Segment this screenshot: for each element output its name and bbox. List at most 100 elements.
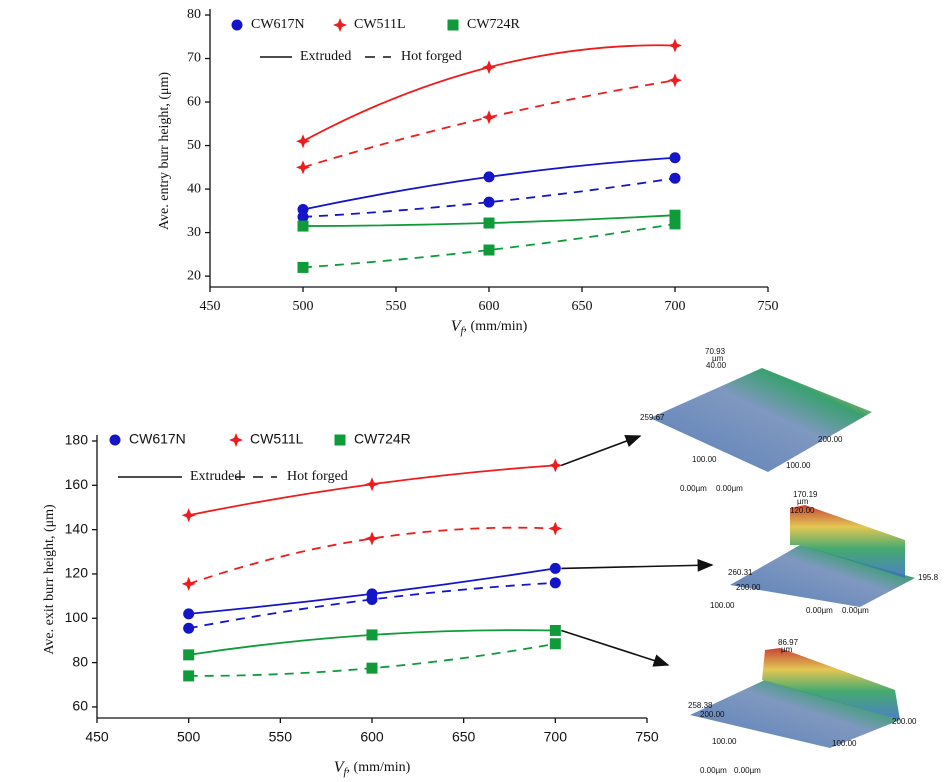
marker xyxy=(484,218,495,229)
inset-label: 0.00µm xyxy=(700,766,727,775)
y-tick-label: 80 xyxy=(72,653,88,669)
marker xyxy=(484,171,495,182)
marker xyxy=(668,73,682,87)
marker xyxy=(183,649,194,660)
inset-label: 0.00µm xyxy=(680,484,707,493)
inset-label: 200.00 xyxy=(818,435,843,444)
legend-marker xyxy=(448,20,459,31)
inset-label: 0.00µm xyxy=(734,766,761,775)
inset-label: 260.31 xyxy=(728,568,753,577)
marker xyxy=(365,532,379,546)
inset-label: 195.8 xyxy=(918,573,939,582)
y-tick-label: 180 xyxy=(65,432,89,448)
marker xyxy=(668,38,682,52)
y-tick-label: 160 xyxy=(65,476,89,492)
marker xyxy=(296,134,310,148)
marker xyxy=(484,245,495,256)
y-tick-label: 50 xyxy=(187,138,201,153)
marker xyxy=(548,458,562,472)
marker xyxy=(182,577,196,591)
marker xyxy=(183,623,194,634)
marker xyxy=(183,670,194,681)
inset-label: 100.00 xyxy=(710,601,735,610)
x-tick-label: 450 xyxy=(200,299,221,314)
y-tick-label: 70 xyxy=(187,51,201,66)
marker xyxy=(670,152,681,163)
x-tick-label: 550 xyxy=(386,299,407,314)
inset-label: 0.00µm xyxy=(716,484,743,493)
marker xyxy=(484,197,495,208)
inset-label: 200.00 xyxy=(700,710,725,719)
figure: 70.93µm40.00259.67200.00100.00100.000.00… xyxy=(0,0,948,782)
inset-label: 120.00 xyxy=(790,506,815,515)
x-tick-label: 650 xyxy=(452,729,476,745)
inset-label: 100.00 xyxy=(692,455,717,464)
legend-label: CW617N xyxy=(129,431,186,447)
x-tick-label: 650 xyxy=(572,299,593,314)
marker xyxy=(365,477,379,491)
x-tick-label: 750 xyxy=(635,729,659,745)
inset-label: 100.00 xyxy=(832,739,857,748)
y-tick-label: 80 xyxy=(187,7,201,22)
x-tick-label: 750 xyxy=(758,299,779,314)
arrow xyxy=(561,630,668,665)
marker xyxy=(550,563,561,574)
y-tick-label: 140 xyxy=(65,520,89,536)
y-tick-label: 60 xyxy=(72,698,88,714)
legend-label: Extruded xyxy=(190,469,241,484)
legend-label: Hot forged xyxy=(287,469,348,484)
x-tick-label: 550 xyxy=(269,729,293,745)
surface-plot xyxy=(650,368,872,472)
inset-label: 0.00µm xyxy=(806,606,833,615)
legend-label: CW724R xyxy=(354,431,411,447)
marker xyxy=(482,60,496,74)
marker xyxy=(367,594,378,605)
marker xyxy=(670,218,681,229)
y-axis-title: Ave. entry burr height, (μm) xyxy=(157,72,172,230)
legend-label: CW511L xyxy=(354,17,406,32)
marker xyxy=(550,577,561,588)
y-tick-label: 60 xyxy=(187,94,201,109)
inset-label: 100.00 xyxy=(712,737,737,746)
legend-marker xyxy=(335,435,346,446)
legend-label: CW724R xyxy=(467,17,521,32)
x-tick-label: 500 xyxy=(293,299,314,314)
marker xyxy=(548,522,562,536)
marker xyxy=(298,262,309,273)
x-tick-label: 600 xyxy=(360,729,384,745)
legend-label: Extruded xyxy=(300,49,351,64)
x-tick-label: 600 xyxy=(479,299,500,314)
arrow xyxy=(561,565,712,568)
marker xyxy=(367,629,378,640)
marker xyxy=(482,110,496,124)
inset-label: 40.00 xyxy=(706,361,727,370)
y-tick-label: 100 xyxy=(65,609,89,625)
arrow xyxy=(561,436,640,465)
y-tick-label: 20 xyxy=(187,268,201,283)
x-axis-title: Vf, (mm/min) xyxy=(334,759,411,778)
legend-label: CW617N xyxy=(251,17,305,32)
y-tick-label: 40 xyxy=(187,181,201,196)
inset-label: µm xyxy=(797,497,809,506)
y-axis-title: Ave. exit burr height, (μm) xyxy=(42,504,57,655)
y-tick-label: 120 xyxy=(65,565,89,581)
surface-images: 70.93µm40.00259.67200.00100.00100.000.00… xyxy=(640,347,939,775)
inset-label: 0.00µm xyxy=(842,606,869,615)
marker xyxy=(182,508,196,522)
marker xyxy=(550,638,561,649)
marker xyxy=(183,608,194,619)
inset-label: 258.38 xyxy=(688,701,713,710)
inset-label: 100.00 xyxy=(786,461,811,470)
marker xyxy=(670,173,681,184)
x-tick-label: 500 xyxy=(177,729,201,745)
x-axis-unit: , (mm/min) xyxy=(464,319,528,334)
series-line xyxy=(303,45,675,141)
legend-marker xyxy=(333,18,347,32)
x-tick-label: 700 xyxy=(665,299,686,314)
x-axis-title: Vf, (mm/min) xyxy=(451,318,528,337)
legend-marker xyxy=(232,20,243,31)
inset-label: µm xyxy=(781,645,793,654)
inset-label: 200.00 xyxy=(892,717,917,726)
marker xyxy=(298,221,309,232)
inset-label: 259.67 xyxy=(640,413,665,422)
